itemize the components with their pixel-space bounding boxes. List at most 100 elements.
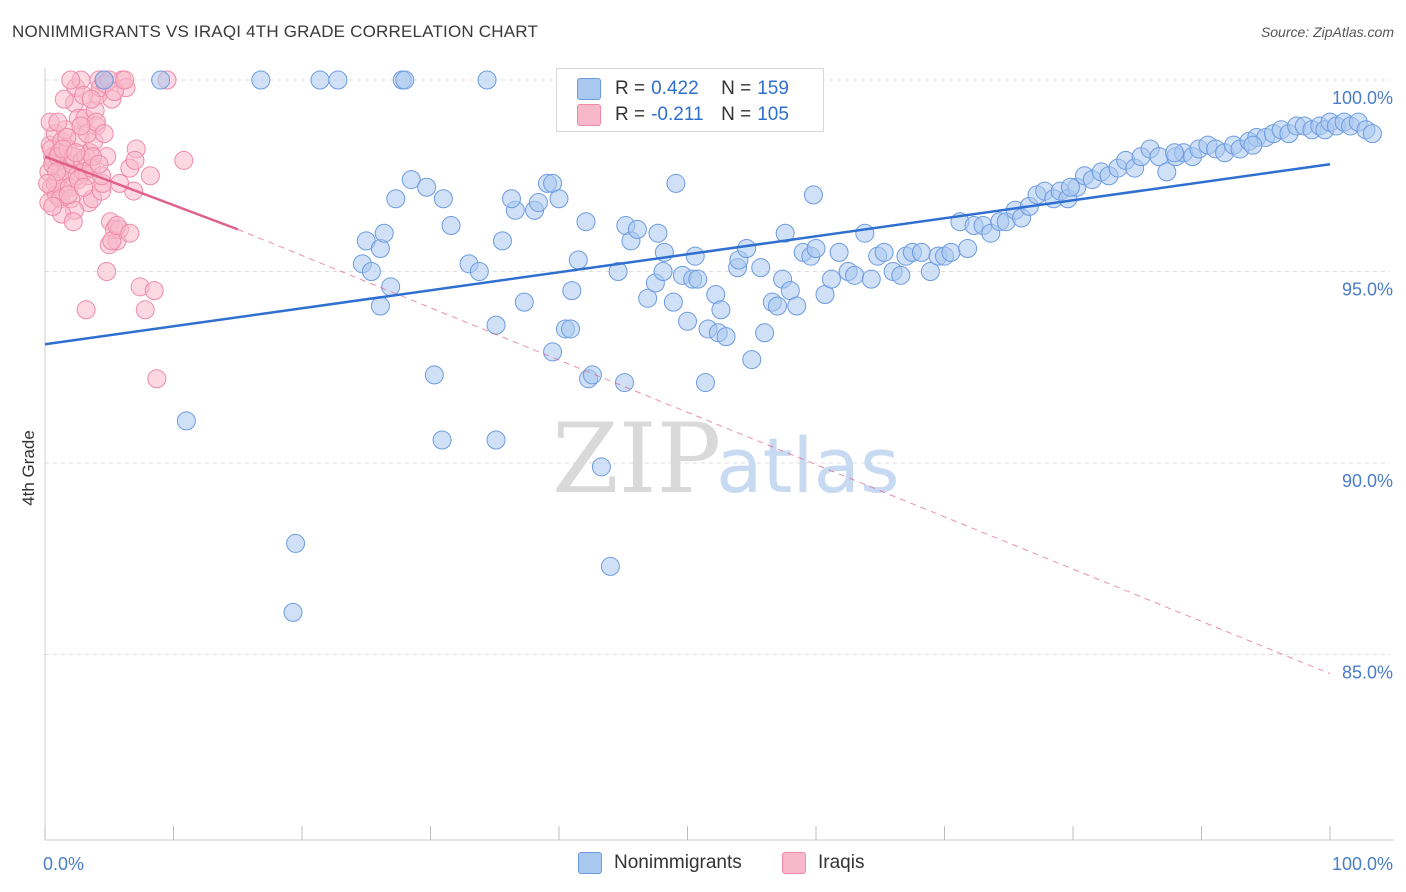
nonimmigrants-point (417, 177, 437, 197)
n-value: 105 (757, 104, 789, 125)
iraqis-point (174, 150, 194, 170)
nonimmigrants-point (861, 269, 881, 289)
nonimmigrants-point (486, 315, 506, 335)
nonimmigrants-point (716, 327, 736, 347)
nonimmigrants-point (395, 70, 415, 90)
nonimmigrants-point (94, 70, 114, 90)
iraqis-point (89, 154, 109, 174)
n-label: N = (721, 78, 752, 99)
nonimmigrants-point (514, 292, 534, 312)
nonimmigrants-point (821, 269, 841, 289)
nonimmigrants-trend-line (44, 163, 1331, 346)
nonimmigrants-point (688, 269, 708, 289)
n-value: 159 (757, 78, 789, 99)
iraqis-trend-extension (237, 228, 1331, 675)
nonimmigrants-point (695, 373, 715, 393)
nonimmigrants-point (920, 262, 940, 281)
blue-swatch-icon (577, 78, 601, 100)
source-credit: Source: ZipAtlas.com (1260, 24, 1394, 40)
iraqis-point (125, 150, 145, 170)
nonimmigrants-point (666, 173, 686, 193)
nonimmigrants-point (486, 430, 506, 450)
y-tick-label: 100.0% (1332, 88, 1393, 108)
r-value: -0.211 (651, 104, 704, 125)
legend-label: Iraqis (818, 852, 865, 873)
r-value: 0.422 (651, 78, 699, 99)
iraqis-point (54, 89, 74, 109)
nonimmigrants-point (941, 242, 961, 262)
iraqis-point (61, 70, 81, 90)
iraqis-point (135, 300, 155, 320)
nonimmigrants-point (806, 239, 826, 259)
nonimmigrants-point (433, 189, 453, 209)
legend-item-nonimmigrants: Nonimmigrants (578, 852, 742, 874)
nonimmigrants-point (1362, 124, 1382, 144)
nonimmigrants-points (94, 70, 1382, 622)
iraqis-point (115, 70, 135, 90)
watermark-zip: ZIP (552, 403, 721, 515)
nonimmigrants-point (568, 250, 588, 270)
pink-swatch-icon (782, 852, 806, 874)
nonimmigrants-point (370, 296, 390, 316)
axes (44, 68, 1394, 841)
nonimmigrants-point (501, 189, 521, 209)
nonimmigrants-point (829, 242, 849, 262)
nonimmigrants-point (401, 170, 421, 190)
iraqis-point (43, 196, 63, 216)
nonimmigrants-point (477, 70, 497, 90)
nonimmigrants-point (176, 411, 196, 431)
legend-item-iraqis: Iraqis (782, 852, 864, 874)
blue-swatch-icon (578, 852, 602, 874)
nonimmigrants-point (751, 258, 771, 278)
iraqis-point (74, 177, 94, 197)
watermark-atlas: atlas (716, 421, 900, 510)
nonimmigrants-point (600, 556, 620, 576)
nonimmigrants-point (627, 219, 647, 239)
trend-lines (44, 155, 1331, 675)
nonimmigrants-point (787, 296, 807, 316)
y-tick-label: 95.0% (1342, 280, 1393, 300)
nonimmigrants-point (386, 189, 406, 209)
legend-label: Nonimmigrants (614, 852, 742, 873)
nonimmigrants-point (576, 212, 596, 232)
iraqis-point (81, 89, 101, 109)
iraqis-point (97, 262, 117, 281)
iraqis-point (76, 300, 96, 320)
nonimmigrants-point (469, 262, 489, 281)
nonimmigrants-point (874, 242, 894, 262)
nonimmigrants-point (432, 430, 452, 450)
pink-swatch-icon (577, 104, 601, 126)
nonimmigrants-point (374, 223, 394, 243)
nonimmigrants-point (711, 300, 731, 320)
grid-lines (45, 79, 1390, 655)
nonimmigrants-point (310, 70, 330, 90)
nonimmigrants-point (737, 239, 757, 259)
nonimmigrants-point (775, 223, 795, 243)
nonimmigrants-point (653, 262, 673, 281)
iraqis-point (38, 173, 58, 193)
y-tick-label: 90.0% (1342, 471, 1393, 491)
iraqis-point (66, 143, 86, 163)
r-label: R = (615, 78, 646, 99)
stats-legend: R = 0.422 N = 159 R = -0.211 N = 105 (556, 68, 824, 132)
nonimmigrants-point (608, 262, 628, 281)
x-tick-label: 100.0% (1332, 854, 1393, 874)
iraqis-point (140, 166, 160, 186)
nonimmigrants-point (251, 70, 271, 90)
nonimmigrants-point (528, 193, 548, 213)
nonimmigrants-point (1060, 177, 1080, 197)
nonimmigrants-point (855, 223, 875, 243)
tick-labels: 100.0% 95.0% 90.0% 85.0% 0.0% 100.0% (43, 88, 1393, 874)
nonimmigrants-point (381, 277, 401, 297)
nonimmigrants-point (663, 292, 683, 312)
iraqis-point (144, 281, 164, 301)
iraqis-point (120, 223, 140, 243)
nonimmigrants-point (648, 223, 668, 243)
nonimmigrants-point (1165, 143, 1185, 163)
iraqis-points (38, 70, 194, 389)
nonimmigrants-point (492, 231, 512, 251)
nonimmigrants-point (561, 319, 581, 339)
nonimmigrants-point (911, 242, 931, 262)
y-axis-title: 4th Grade (19, 430, 38, 506)
